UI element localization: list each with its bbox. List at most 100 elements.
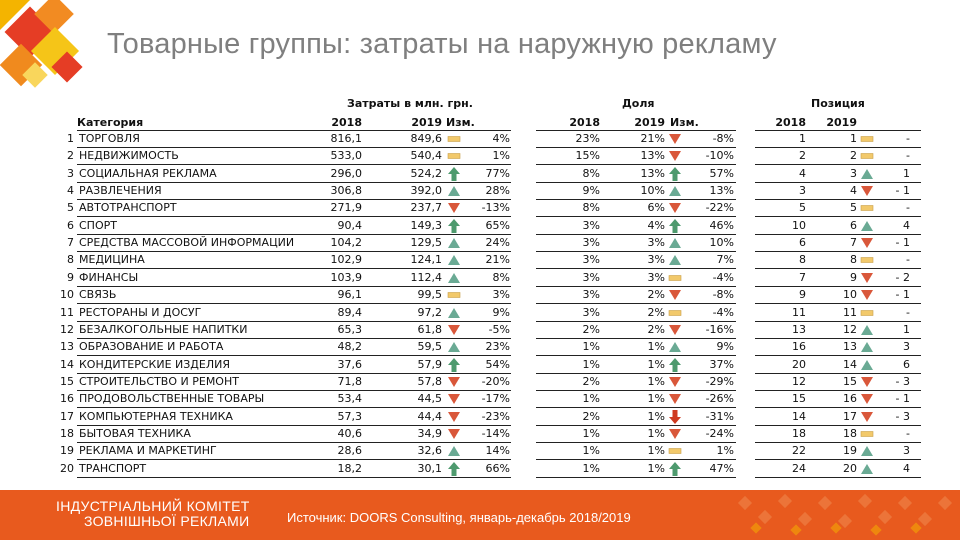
row-divider xyxy=(536,251,736,253)
triangle-down-icon xyxy=(669,203,681,214)
source-note: Источник: DOORS Consulting, январь-декаб… xyxy=(287,510,631,525)
share-2019: 21% xyxy=(640,132,665,145)
triangle-up-icon xyxy=(861,220,873,231)
category-name: БЕЗАЛКОГОЛЬНЫЕ НАПИТКИ xyxy=(79,322,248,336)
row-divider xyxy=(755,441,921,443)
spend-change: -14% xyxy=(481,426,510,440)
share-change: 37% xyxy=(709,357,734,371)
position-2019: 14 xyxy=(843,357,857,371)
share-change: 1% xyxy=(716,444,734,458)
position-change: 3 xyxy=(903,340,910,354)
triangle-up-icon xyxy=(448,186,460,197)
spend-2019: 59,5 xyxy=(417,340,443,354)
share-2019: 10% xyxy=(640,184,665,198)
position-change: - xyxy=(906,201,910,215)
share-2018: 3% xyxy=(582,236,600,250)
row-divider xyxy=(536,424,736,426)
spend-2019-header: 2019 xyxy=(411,116,442,129)
row-divider xyxy=(77,424,511,426)
triangle-down-icon xyxy=(448,428,460,439)
position-2019: 20 xyxy=(843,461,857,475)
arrow-up-icon xyxy=(448,461,460,476)
share-2018: 9% xyxy=(582,184,600,198)
triangle-down-icon xyxy=(669,324,681,335)
share-2019: 3% xyxy=(647,253,665,267)
position-2019: 5 xyxy=(850,201,857,215)
position-change: - 3 xyxy=(895,374,910,388)
triangle-up-icon xyxy=(861,463,873,474)
position-2019: 8 xyxy=(850,253,857,267)
share-2019: 1% xyxy=(647,426,665,440)
row-divider xyxy=(536,389,736,391)
position-2018: 10 xyxy=(792,218,806,232)
share-2018: 3% xyxy=(582,218,600,232)
flat-dash-icon xyxy=(860,431,874,437)
position-2018: 7 xyxy=(799,270,806,284)
flat-dash-icon xyxy=(668,309,682,316)
row-number: 9 xyxy=(67,270,74,284)
row-divider xyxy=(77,181,511,183)
row-number: 1 xyxy=(67,132,74,145)
triangle-up-icon xyxy=(669,255,681,266)
share-change: 47% xyxy=(709,461,734,475)
position-change: - xyxy=(906,305,910,319)
triangle-up-icon xyxy=(448,272,460,283)
category-name: СРЕДСТВА МАССОВОЙ ИНФОРМАЦИИ xyxy=(79,236,295,250)
category-name: ФИНАНСЫ xyxy=(79,270,139,284)
spend-change: 9% xyxy=(492,305,510,319)
position-change: 3 xyxy=(903,444,910,458)
spend-change: 66% xyxy=(485,461,510,475)
share-2019: 2% xyxy=(647,322,665,336)
position-2019: 12 xyxy=(843,322,857,336)
row-divider xyxy=(77,251,511,253)
spend-change: 54% xyxy=(485,357,510,371)
row-divider xyxy=(536,407,736,409)
row-divider xyxy=(755,355,921,357)
spend-2018: 37,6 xyxy=(337,357,363,371)
spend-2018: 90,4 xyxy=(337,218,363,232)
row-divider xyxy=(77,268,511,270)
row-divider xyxy=(755,130,921,131)
triangle-up-icon xyxy=(861,342,873,353)
spend-2018: 53,4 xyxy=(337,392,363,406)
spend-2019: 149,3 xyxy=(410,218,443,232)
arrow-up-icon xyxy=(669,357,681,372)
spend-2019: 540,4 xyxy=(410,149,443,163)
row-divider xyxy=(755,407,921,409)
spend-2019: 849,6 xyxy=(410,132,443,145)
row-number: 5 xyxy=(67,201,74,215)
row-divider xyxy=(755,251,921,253)
position-2018: 3 xyxy=(799,184,806,198)
triangle-up-icon xyxy=(448,342,460,353)
row-divider xyxy=(77,441,511,443)
spend-2018: 104,2 xyxy=(330,236,363,250)
row-divider xyxy=(755,216,921,218)
share-change: -26% xyxy=(705,392,734,406)
spend-2018: 816,1 xyxy=(330,132,363,145)
category-name: СОЦИАЛЬНАЯ РЕКЛАМА xyxy=(79,166,217,180)
flat-dash-icon xyxy=(447,292,461,298)
position-2019: 3 xyxy=(850,166,857,180)
row-divider xyxy=(755,459,921,461)
page-title: Товарные группы: затраты на наружную рек… xyxy=(107,28,777,60)
triangle-down-icon xyxy=(448,376,460,387)
triangle-down-icon xyxy=(669,428,681,439)
footer-pattern-icon xyxy=(737,493,953,536)
flat-dash-icon xyxy=(860,205,874,212)
row-number: 7 xyxy=(67,236,74,250)
share-2018: 1% xyxy=(582,426,600,440)
spend-change: -5% xyxy=(488,322,510,336)
row-divider xyxy=(755,199,921,201)
row-divider xyxy=(536,285,736,287)
share-group-header: Доля xyxy=(622,97,655,110)
share-2019: 6% xyxy=(647,201,665,215)
spend-2019: 57,8 xyxy=(417,374,443,388)
triangle-up-icon xyxy=(861,359,873,370)
row-divider xyxy=(77,337,511,339)
share-2018: 2% xyxy=(582,374,600,388)
share-change: 10% xyxy=(709,236,734,250)
position-change: - 1 xyxy=(895,236,910,250)
org-line-2: ЗОВНІШНЬОЇ РЕКЛАМИ xyxy=(84,513,250,529)
share-change: 7% xyxy=(716,253,734,267)
position-change: - xyxy=(906,149,910,163)
